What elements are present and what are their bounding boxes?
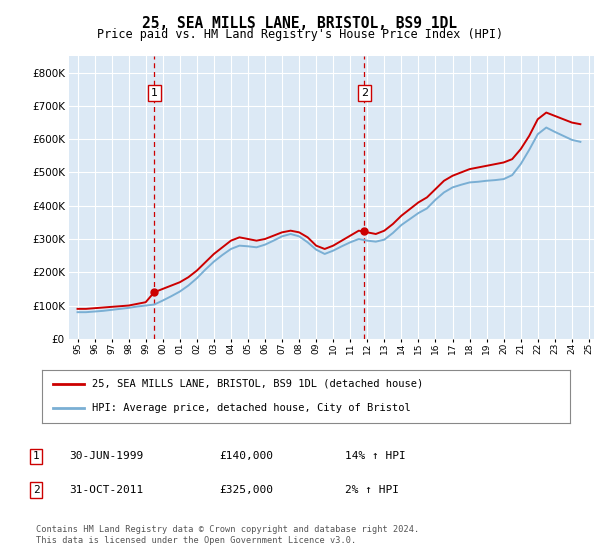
Text: 2: 2 <box>32 485 40 495</box>
Text: 1: 1 <box>151 88 158 98</box>
Text: 2: 2 <box>361 88 368 98</box>
Text: Contains HM Land Registry data © Crown copyright and database right 2024.
This d: Contains HM Land Registry data © Crown c… <box>36 525 419 545</box>
Text: 1: 1 <box>32 451 40 461</box>
Text: 31-OCT-2011: 31-OCT-2011 <box>69 485 143 495</box>
Text: 25, SEA MILLS LANE, BRISTOL, BS9 1DL: 25, SEA MILLS LANE, BRISTOL, BS9 1DL <box>143 16 458 31</box>
Text: 30-JUN-1999: 30-JUN-1999 <box>69 451 143 461</box>
Text: Price paid vs. HM Land Registry's House Price Index (HPI): Price paid vs. HM Land Registry's House … <box>97 28 503 41</box>
Text: 2% ↑ HPI: 2% ↑ HPI <box>345 485 399 495</box>
Text: HPI: Average price, detached house, City of Bristol: HPI: Average price, detached house, City… <box>92 403 411 413</box>
Text: £325,000: £325,000 <box>219 485 273 495</box>
Text: 14% ↑ HPI: 14% ↑ HPI <box>345 451 406 461</box>
Text: 25, SEA MILLS LANE, BRISTOL, BS9 1DL (detached house): 25, SEA MILLS LANE, BRISTOL, BS9 1DL (de… <box>92 379 424 389</box>
Text: £140,000: £140,000 <box>219 451 273 461</box>
